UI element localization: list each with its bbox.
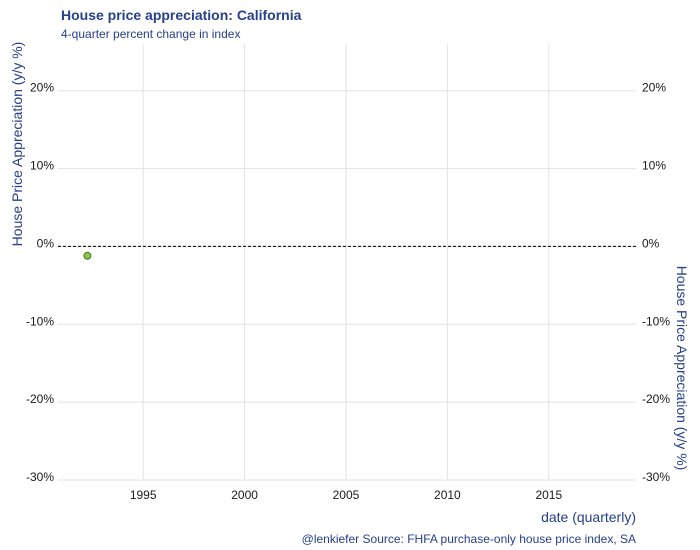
plot-area [58,44,636,481]
x-tick-label: 1995 [130,488,157,502]
chart-caption: @lenkiefer Source: FHFA purchase-only ho… [302,532,636,546]
y-tick-label-left: 10% [30,159,54,173]
chart-subtitle: 4-quarter percent change in index [61,27,240,41]
y-tick-label-right: 0% [642,236,660,250]
gridlines [58,44,636,481]
y-axis-left-ticks: -30% -20% -10% 0% 10% 20% [26,81,54,484]
y-tick-label-left: 0% [37,236,55,250]
x-tick-label: 2000 [231,488,258,502]
y-axis-title-right: House Price Appreciation (y/y %) [674,266,690,471]
x-axis-ticks: 1995 2000 2005 2010 2015 [130,488,563,502]
y-axis-title-left: House Price Appreciation (y/y %) [9,42,25,247]
y-tick-label-right: -10% [642,314,670,328]
x-tick-label: 2015 [535,488,562,502]
x-tick-label: 2010 [434,488,461,502]
y-tick-label-right: 10% [642,159,666,173]
y-tick-label-right: -30% [642,470,670,484]
y-tick-label-right: 20% [642,81,666,95]
y-tick-label-left: -30% [26,470,54,484]
data-points [83,251,92,260]
chart-title: House price appreciation: California [61,7,302,23]
y-tick-label-left: -20% [26,392,54,406]
x-tick-label: 2005 [333,488,360,502]
y-axis-right-ticks: -30% -20% -10% 0% 10% 20% [642,81,670,484]
y-tick-label-left: 20% [30,81,54,95]
y-tick-label-right: -20% [642,392,670,406]
y-tick-label-left: -10% [26,314,54,328]
x-axis-title: date (quarterly) [541,509,636,525]
data-point [83,251,92,260]
